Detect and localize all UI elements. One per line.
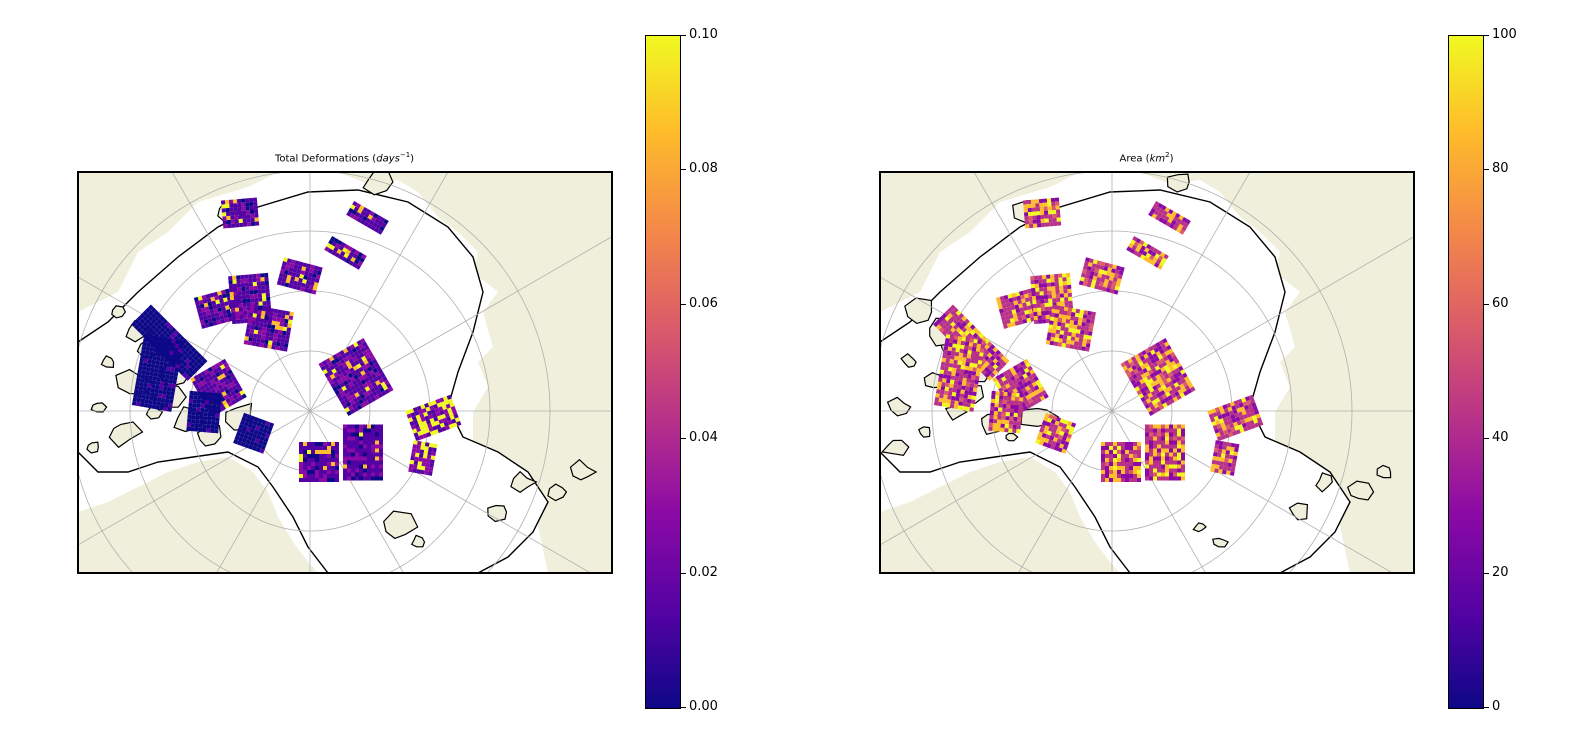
colorbar-tick (681, 707, 686, 708)
sar-swath (1210, 440, 1240, 476)
deformation-colorbar (645, 35, 681, 709)
sar-swath (233, 412, 275, 454)
colorbar-tick (681, 303, 686, 305)
land-mass (78, 172, 612, 573)
sar-swath (408, 440, 438, 476)
area-map (879, 171, 1415, 574)
island (90, 402, 108, 413)
island (487, 504, 508, 523)
colorbar-tick-label: 0.04 (689, 430, 718, 446)
island (881, 439, 910, 457)
sar-swath (933, 334, 986, 412)
island (1346, 480, 1375, 501)
sar-swath (324, 235, 367, 270)
sar-swath (1126, 235, 1169, 270)
sar-swath (988, 390, 1024, 434)
sar-swath (346, 200, 389, 235)
area-map-title: Area (km2) (1119, 151, 1174, 165)
sar-swath (405, 394, 462, 442)
island (510, 470, 538, 494)
sar-swath (1207, 394, 1264, 442)
island (904, 297, 933, 325)
sar-swath (131, 334, 184, 412)
sar-swath (186, 390, 222, 434)
meridian-line (880, 236, 1414, 546)
sar-swath (1078, 257, 1125, 295)
island (1288, 502, 1309, 521)
colorbar-tick (1484, 707, 1489, 708)
land-mass (880, 172, 1414, 573)
colorbar-tick-label: 20 (1492, 564, 1509, 580)
colorbar-tick-label: 0.06 (689, 295, 718, 311)
colorbar-tick (1484, 572, 1489, 574)
colorbar-tick-label: 40 (1492, 430, 1509, 446)
island (918, 426, 931, 438)
sar-swath (1022, 197, 1062, 229)
colorbar-tick-label: 80 (1492, 161, 1509, 177)
map-border (880, 172, 1414, 573)
island (100, 355, 115, 369)
sar-swath (1045, 304, 1096, 352)
island (1192, 522, 1207, 533)
colorbar-tick (1484, 35, 1489, 36)
island (1315, 472, 1333, 493)
colorbar-tick (1484, 438, 1489, 440)
island (86, 441, 99, 454)
island (108, 421, 144, 449)
colorbar-tick-label: 0.02 (689, 564, 718, 580)
island (900, 353, 917, 368)
island (362, 172, 394, 196)
deformation-map (77, 171, 613, 574)
colorbar-tick (1484, 303, 1489, 305)
area-colorbar (1448, 35, 1484, 709)
colorbar-tick-label: 0.10 (689, 27, 718, 42)
sar-swath (299, 442, 339, 482)
sar-swath (1035, 412, 1077, 454)
island (547, 483, 568, 502)
map-border (78, 172, 612, 573)
colorbar-tick-label: 0.00 (689, 699, 718, 714)
island (111, 305, 126, 319)
island (1005, 432, 1019, 442)
deformation-map-title: Total Deformations (days−1) (274, 151, 415, 165)
colorbar-tick-label: 100 (1492, 27, 1517, 42)
sar-swath (243, 304, 294, 352)
colorbar-tick-label: 0.08 (689, 161, 718, 177)
island (1376, 464, 1392, 479)
colorbar-tick (681, 572, 686, 574)
colorbar-tick (681, 438, 686, 440)
island (410, 534, 426, 548)
sar-swath (220, 197, 260, 229)
colorbar-tick (681, 169, 686, 171)
colorbar-tick-label: 60 (1492, 295, 1509, 311)
sar-swath (318, 338, 394, 416)
island (383, 510, 419, 540)
colorbar-tick (1484, 169, 1489, 171)
land-mass (78, 457, 318, 573)
colorbar-tick-label: 0 (1492, 699, 1501, 714)
sar-swath (1148, 200, 1191, 235)
island (569, 458, 598, 481)
colorbar-tick (681, 35, 686, 36)
sar-swath (1145, 424, 1185, 481)
sar-swath (995, 286, 1047, 329)
sar-swath (1101, 442, 1141, 482)
land-mass (880, 457, 1120, 573)
meridian-line (78, 236, 612, 546)
island (1212, 537, 1229, 548)
sar-swath (1120, 338, 1196, 416)
sar-swath (276, 257, 323, 295)
sar-swath (343, 424, 383, 481)
